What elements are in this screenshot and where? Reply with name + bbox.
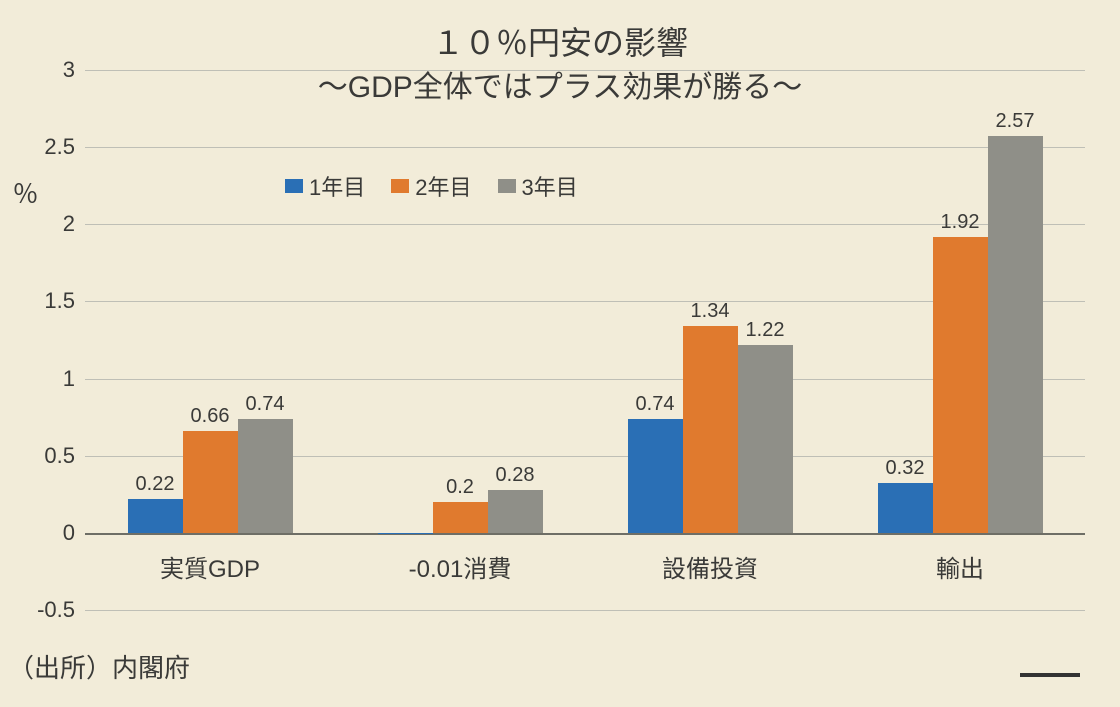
y-tick-label: 2 bbox=[63, 211, 75, 237]
category-group: 0.2 0.28 -0.01消費 bbox=[335, 70, 585, 610]
y-tick-label: -0.5 bbox=[37, 597, 75, 623]
y-tick-label: 1 bbox=[63, 366, 75, 392]
plot-area: 1年目 2年目 3年目 -0.500.511.522.530.220.660.7… bbox=[85, 70, 1085, 610]
y-tick-label: 1.5 bbox=[44, 288, 75, 314]
bar bbox=[183, 431, 238, 533]
value-label: 0.66 bbox=[191, 405, 230, 428]
category-label: 輸出 bbox=[835, 549, 1085, 584]
category-group: 0.22 0.66 0.74 実質GDP bbox=[85, 70, 335, 610]
y-tick-label: 0 bbox=[63, 520, 75, 546]
bar bbox=[683, 326, 738, 533]
category-label: -0.01消費 bbox=[335, 549, 585, 584]
value-label: 1.34 bbox=[691, 300, 730, 323]
value-label: 0.74 bbox=[246, 393, 285, 416]
bar bbox=[988, 136, 1043, 533]
bar bbox=[933, 237, 988, 533]
bar bbox=[878, 483, 933, 532]
chart-page: { "chart": { "type": "bar-grouped", "tit… bbox=[0, 0, 1120, 707]
bar bbox=[738, 345, 793, 533]
category-group: 0.32 1.92 2.57 輸出 bbox=[835, 70, 1085, 610]
category-label: 実質GDP bbox=[85, 549, 335, 584]
category-label: 設備投資 bbox=[585, 549, 835, 584]
y-tick-label: 0.5 bbox=[44, 443, 75, 469]
bar bbox=[128, 499, 183, 533]
page-mark-icon bbox=[1020, 673, 1080, 677]
bar bbox=[488, 490, 543, 533]
bar bbox=[238, 419, 293, 533]
value-label: 2.57 bbox=[996, 110, 1035, 133]
y-axis-label: ％ bbox=[6, 180, 43, 206]
bar bbox=[628, 419, 683, 533]
value-label: 1.92 bbox=[941, 211, 980, 234]
value-label: 0.28 bbox=[496, 464, 535, 487]
value-label: 1.22 bbox=[746, 319, 785, 342]
y-tick-label: 3 bbox=[63, 57, 75, 83]
value-label: 0.22 bbox=[136, 473, 175, 496]
chart-title: １０％円安の影響 bbox=[0, 18, 1120, 64]
value-label: 0.2 bbox=[446, 476, 474, 499]
y-tick-label: 2.5 bbox=[44, 134, 75, 160]
category-group: 0.74 1.34 1.22 設備投資 bbox=[585, 70, 835, 610]
bar bbox=[433, 502, 488, 533]
gridline bbox=[85, 610, 1085, 611]
value-label: 0.74 bbox=[636, 393, 675, 416]
source-note: （出所）内閣府 bbox=[8, 648, 190, 685]
bar bbox=[378, 533, 433, 535]
value-label: 0.32 bbox=[886, 457, 925, 480]
